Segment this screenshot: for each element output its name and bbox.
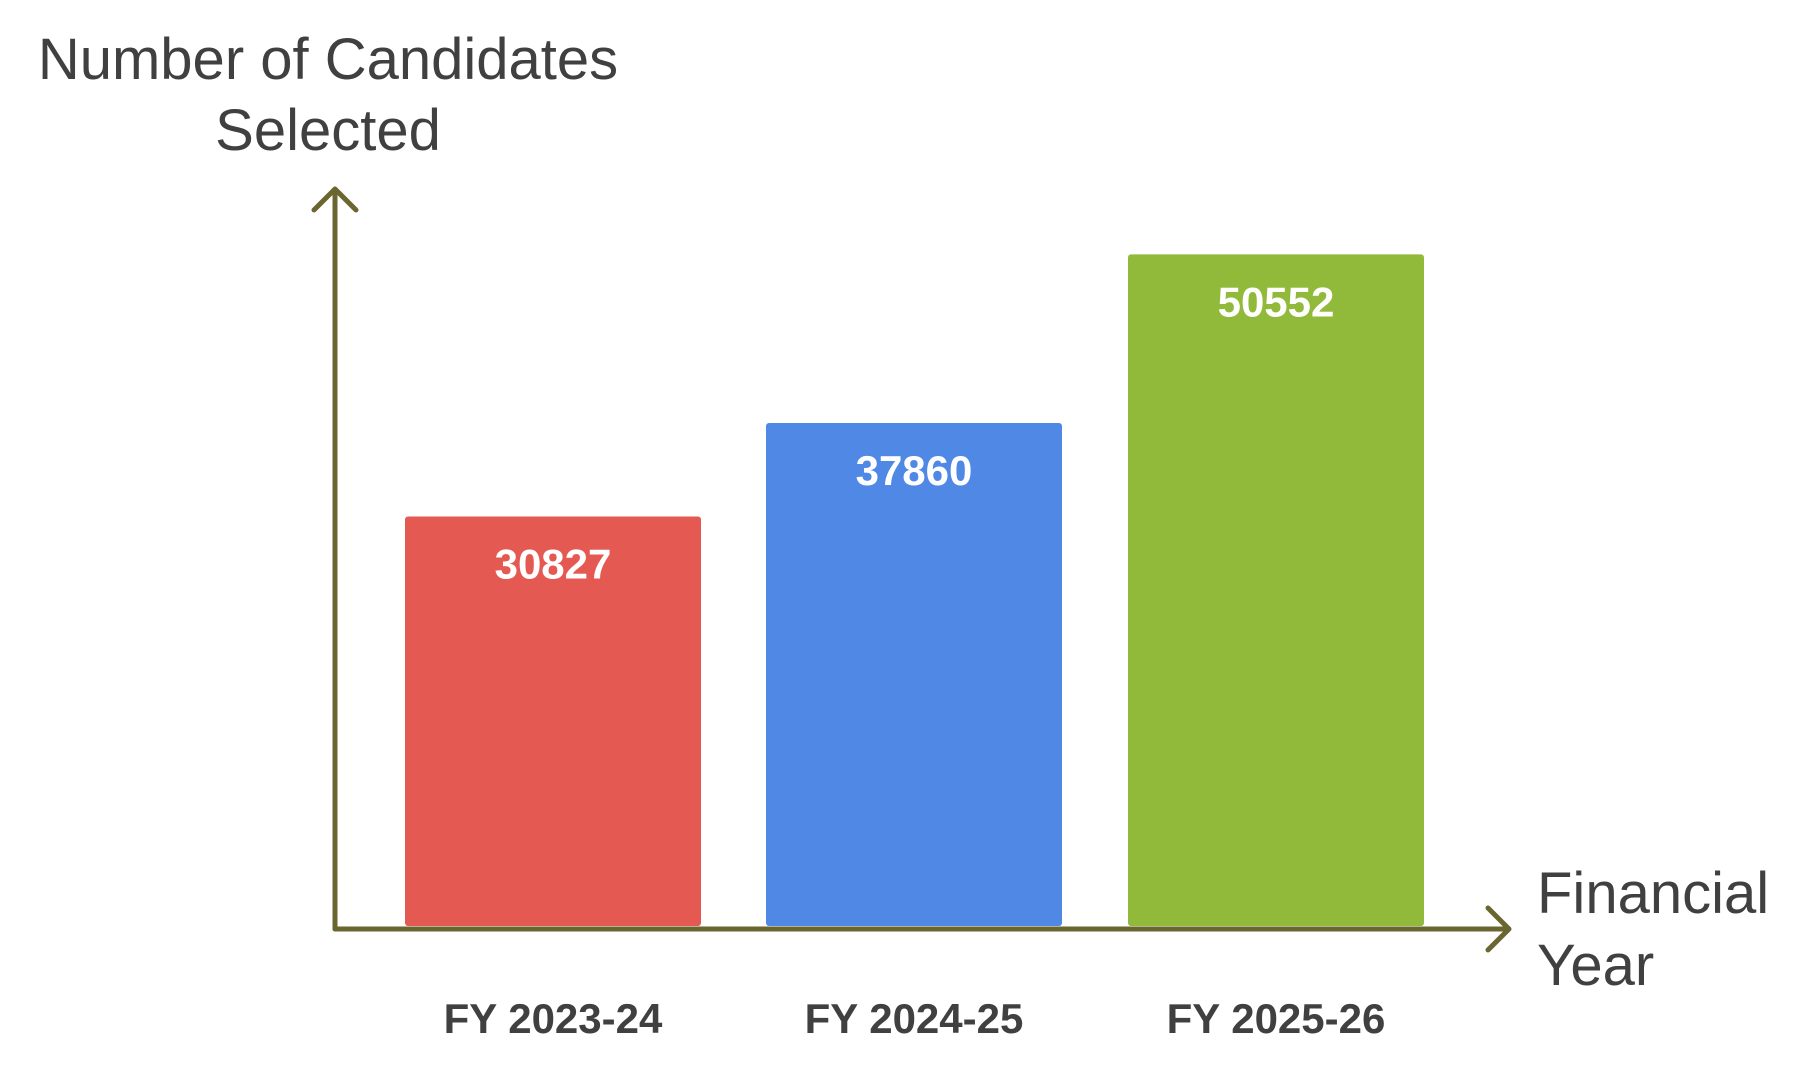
y-axis-title-line-1: Number of Candidates <box>38 27 618 92</box>
bar-value-label: 30827 <box>495 540 612 587</box>
bars-group: 30827 37860 50552 <box>405 254 1424 927</box>
x-axis-arrow-icon <box>1485 905 1512 953</box>
x-axis-title-line-1: Financial <box>1537 861 1769 926</box>
x-axis-title-line-2: Year <box>1537 933 1654 998</box>
category-labels-group: FY 2023-24 FY 2024-25 FY 2025-26 <box>444 995 1386 1042</box>
bar-value-label: 50552 <box>1218 278 1335 325</box>
y-axis-arrow-icon <box>311 186 359 213</box>
bar-value-label: 37860 <box>856 447 973 494</box>
x-tick-label: FY 2023-24 <box>444 995 663 1042</box>
bar-fy-2025-26 <box>1128 254 1424 927</box>
bar-fy-2024-25 <box>766 423 1062 926</box>
x-tick-label: FY 2025-26 <box>1167 995 1386 1042</box>
x-tick-label: FY 2024-25 <box>805 995 1024 1042</box>
y-axis-title-line-2: Selected <box>215 98 441 163</box>
bar-fy-2023-24 <box>405 516 701 926</box>
